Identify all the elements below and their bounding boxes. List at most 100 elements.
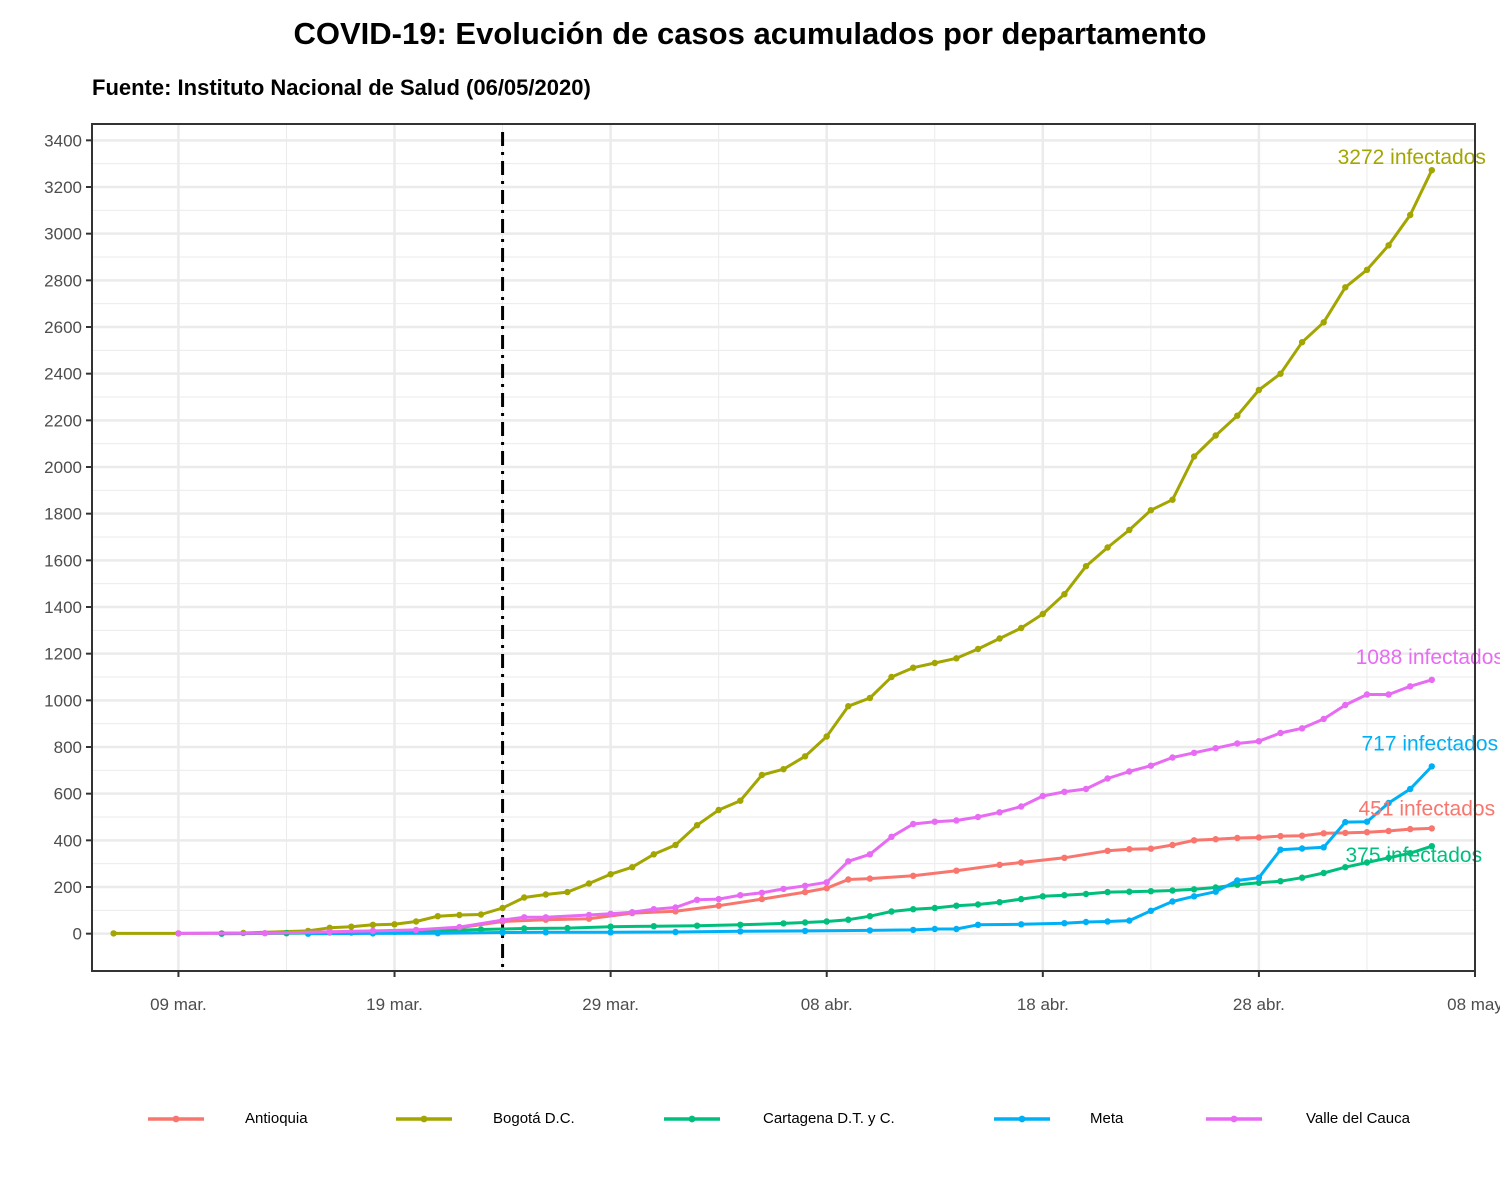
data-point [607, 929, 614, 936]
data-point [931, 925, 938, 933]
end-label: 451 infectados [1358, 797, 1495, 820]
data-point [542, 914, 549, 921]
data-point [910, 926, 917, 934]
x-tick-label: 28 abr. [1233, 995, 1285, 1014]
data-point [261, 930, 269, 937]
data-point [996, 809, 1003, 816]
data-point [1104, 918, 1111, 925]
series-3 [304, 763, 1436, 937]
data-point [1320, 830, 1327, 837]
data-point [1126, 768, 1133, 775]
data-point [1082, 890, 1090, 898]
data-point [499, 904, 506, 912]
data-point [1126, 888, 1133, 895]
data-point [737, 892, 744, 899]
data-point [1320, 869, 1327, 877]
data-point [1342, 864, 1349, 871]
data-point [456, 923, 463, 931]
data-point [1298, 339, 1306, 346]
data-point [1147, 845, 1155, 852]
data-point [931, 904, 938, 912]
data-point [1428, 167, 1436, 174]
data-point [866, 927, 874, 934]
data-point [412, 926, 420, 934]
data-point [801, 919, 809, 926]
data-point [845, 858, 852, 865]
data-point [1428, 763, 1436, 770]
data-point [521, 914, 528, 921]
panel-border [91, 123, 1476, 972]
data-point [1342, 818, 1349, 826]
axes: 0 200 400 600 800 1000 1200 1400 1600 1800 2000 220… [44, 131, 1500, 1014]
data-point [1018, 859, 1025, 866]
data-point [758, 889, 766, 896]
panel-background [92, 124, 1475, 971]
data-point [1147, 762, 1155, 769]
y-tick-label: 0 [73, 925, 82, 944]
data-point [737, 921, 744, 928]
y-tick-label: 2000 [44, 458, 82, 477]
data-point [1277, 370, 1284, 377]
data-point [1320, 715, 1327, 723]
legend-key [1206, 1115, 1262, 1123]
x-tick-label: 29 mar. [582, 995, 639, 1014]
data-point [1298, 845, 1306, 852]
y-tick-label: 1200 [44, 645, 82, 664]
y-tick-label: 2200 [44, 411, 82, 430]
legend-label: Valle del Cauca [1306, 1110, 1410, 1127]
data-point [1018, 624, 1025, 632]
end-label-group: 451 infectados 3272 infectados 375 infecta… [1338, 146, 1500, 867]
data-point [110, 930, 117, 937]
data-point [1039, 610, 1047, 618]
data-point [1363, 691, 1371, 698]
data-point [521, 894, 528, 901]
data-point [477, 926, 485, 933]
data-point [1363, 859, 1371, 866]
series-group [110, 167, 1436, 937]
data-point [910, 906, 917, 913]
y-tick-label: 1600 [44, 551, 82, 570]
data-point [175, 930, 182, 937]
data-point [974, 645, 982, 653]
data-point [910, 820, 917, 828]
data-point [780, 885, 787, 893]
legend-key [994, 1115, 1050, 1123]
data-point [1104, 888, 1111, 896]
data-point [693, 922, 701, 929]
data-point [1342, 284, 1349, 291]
data-point [412, 918, 420, 925]
data-point [1169, 754, 1176, 761]
data-point [1147, 507, 1155, 514]
x-tick-label: 19 mar. [366, 995, 423, 1014]
data-point [1385, 242, 1392, 249]
data-point [1385, 691, 1392, 698]
series-line [113, 169, 1434, 935]
data-point [1255, 834, 1263, 841]
data-point [801, 753, 809, 760]
legend-key [664, 1115, 720, 1123]
series-line [221, 826, 1432, 935]
y-tick-label: 800 [54, 738, 82, 757]
data-point [348, 923, 355, 930]
data-point [326, 928, 333, 935]
legend-key [396, 1115, 452, 1123]
data-point [1039, 792, 1047, 800]
data-point [1212, 745, 1219, 752]
data-point [1255, 386, 1263, 394]
legend-label: Antioquia [245, 1110, 308, 1127]
data-point [931, 818, 938, 825]
data-point [1363, 829, 1371, 836]
y-tick-label: 2600 [44, 318, 82, 337]
legend-label: Bogotá D.C. [493, 1110, 575, 1127]
data-point [780, 766, 787, 773]
data-point [780, 920, 787, 927]
y-tick-label: 3200 [44, 178, 82, 197]
data-point [1234, 412, 1241, 419]
end-label: 1088 infectados [1356, 646, 1500, 669]
data-point [1428, 843, 1436, 850]
data-point [1255, 874, 1263, 881]
data-point [1190, 837, 1198, 844]
data-point [888, 673, 895, 681]
data-point [607, 923, 614, 930]
data-point [499, 916, 506, 924]
